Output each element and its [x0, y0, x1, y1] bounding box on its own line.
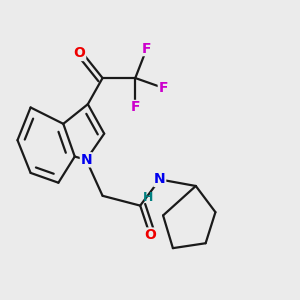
- Text: O: O: [74, 46, 85, 61]
- Text: H: H: [143, 191, 154, 204]
- Text: N: N: [154, 172, 166, 186]
- Text: F: F: [158, 81, 168, 95]
- Text: N: N: [80, 153, 92, 167]
- Text: F: F: [130, 100, 140, 115]
- Text: O: O: [144, 228, 156, 242]
- Text: F: F: [142, 42, 152, 56]
